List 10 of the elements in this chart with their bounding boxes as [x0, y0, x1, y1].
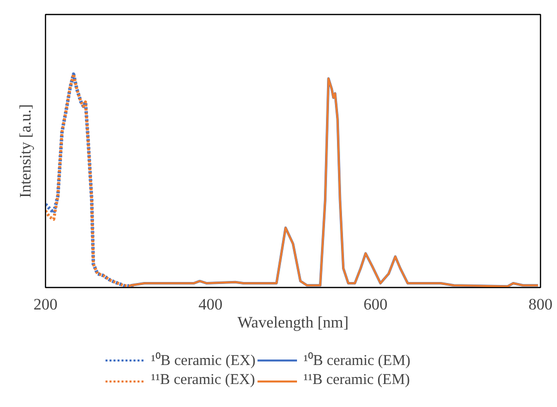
x-tick-label: 200 [34, 296, 58, 314]
y-axis-title: Intensity [a.u.] [18, 104, 34, 198]
x-tick-label: 600 [364, 296, 388, 314]
legend-label: ¹⁰B ceramic (EX) [151, 351, 256, 370]
x-tick-label: 800 [528, 296, 552, 314]
x-axis-title: Wavelength [nm] [237, 314, 349, 332]
legend-label: ¹⁰B ceramic (EM) [303, 351, 410, 370]
legend-label: ¹¹B ceramic (EX) [151, 372, 255, 389]
x-tick-label: 400 [198, 296, 222, 314]
legend-label: ¹¹B ceramic (EM) [303, 372, 410, 389]
